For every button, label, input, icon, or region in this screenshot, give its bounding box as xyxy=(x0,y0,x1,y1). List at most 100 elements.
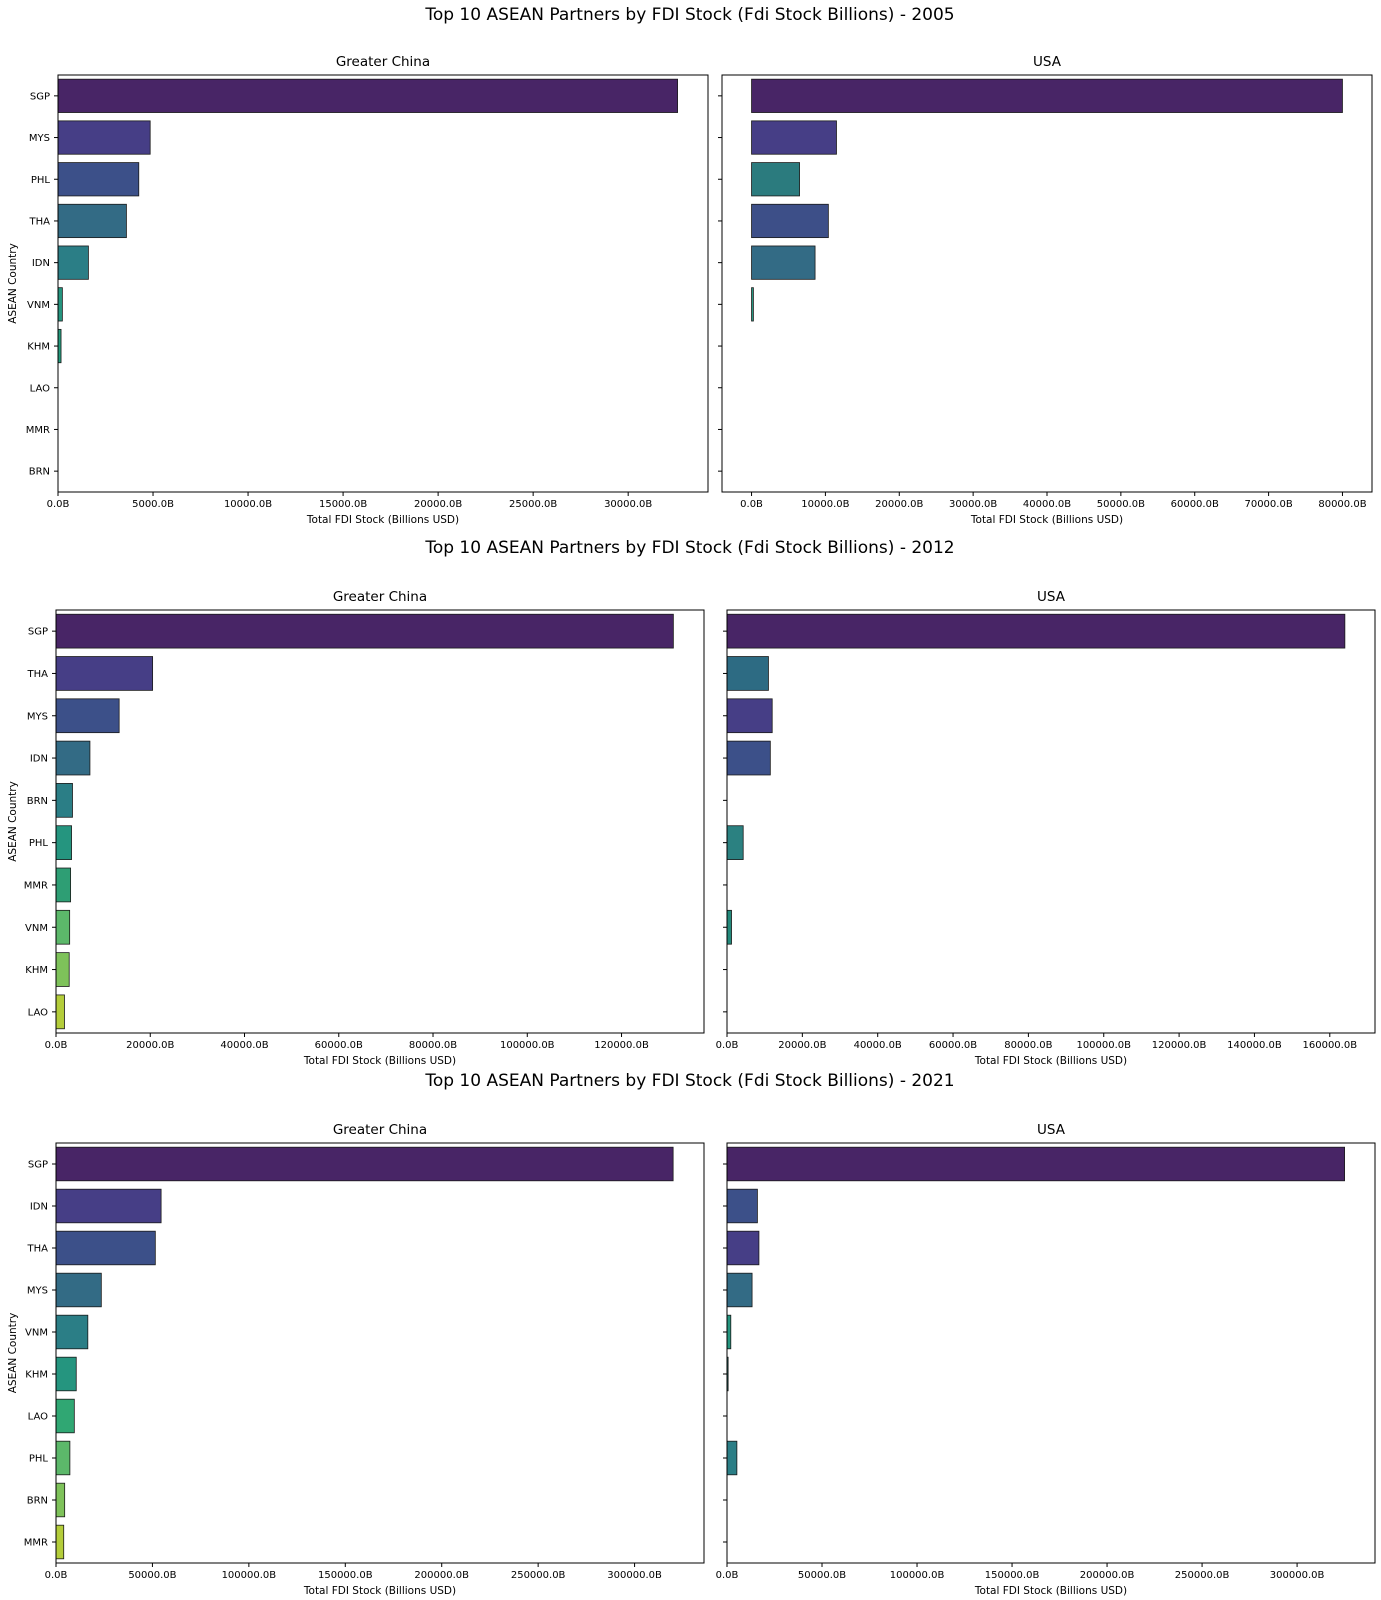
figure-title: Top 10 ASEAN Partners by FDI Stock (Fdi … xyxy=(424,538,954,558)
y-tick-label: MMR xyxy=(24,1538,48,1549)
x-tick-label: 100000.0B xyxy=(890,1570,945,1581)
bar-vnm xyxy=(726,909,732,945)
y-tick-label: VNM xyxy=(25,1328,48,1339)
bar-brn xyxy=(55,783,73,818)
x-tick-label: 30000.0B xyxy=(604,499,652,510)
x-tick-label: 150000.0B xyxy=(318,1570,373,1581)
bar-mys xyxy=(726,698,773,734)
x-tick-label: 60000.0B xyxy=(315,1040,363,1051)
panel-greater-china: Greater China SGP IDN THA MYS VNM KHM LAO PHL BRN… xyxy=(7,1122,705,1597)
x-tick-label: 80000.0B xyxy=(1004,1040,1052,1051)
bar-mmr xyxy=(55,1524,65,1560)
x-tick-label: 50000.0B xyxy=(1097,499,1145,510)
panel-title: USA xyxy=(1037,1122,1066,1138)
x-tick-label: 140000.0B xyxy=(1227,1040,1282,1051)
bar-khm xyxy=(55,1356,77,1392)
y-tick-label: KHM xyxy=(25,965,48,976)
x-tick-label: 0.0B xyxy=(740,499,763,510)
x-tick-label: 300000.0B xyxy=(1270,1570,1325,1581)
y-tick-label: LAO xyxy=(28,1412,48,1423)
x-tick-label: 70000.0B xyxy=(1244,499,1292,510)
y-tick-label: BRN xyxy=(27,1496,48,1507)
bar-phl xyxy=(726,825,744,860)
bar-lao xyxy=(55,1398,75,1434)
x-tick-label: 0.0B xyxy=(47,499,70,510)
bar-phl xyxy=(751,162,800,197)
bar-vnm xyxy=(55,1314,89,1350)
bar-mmr xyxy=(55,867,72,903)
figure-1: Top 10 ASEAN Partners by FDI Stock (Fdi … xyxy=(7,5,1373,526)
panel-usa: USA 0.0B 20000.0B 40000.0B 60000.0B 80000.0B 1… xyxy=(716,589,1376,1067)
x-tick-label: 60000.0B xyxy=(1171,499,1219,510)
y-tick-label: MMR xyxy=(24,880,48,891)
bar-mys xyxy=(726,1272,753,1308)
x-tick-label: 120000.0B xyxy=(1152,1040,1207,1051)
x-tick-label: 20000.0B xyxy=(778,1040,826,1051)
x-tick-label: 50000.0B xyxy=(798,1570,846,1581)
bar-sgp xyxy=(751,78,1343,113)
plot-frame xyxy=(57,74,709,493)
x-tick-label: 250000.0B xyxy=(1175,1570,1230,1581)
x-tick-label: 100000.0B xyxy=(222,1570,277,1581)
x-tick-label: 100000.0B xyxy=(500,1040,555,1051)
x-tick-label: 80000.0B xyxy=(409,1040,457,1051)
x-tick-label: 100000.0B xyxy=(1076,1040,1131,1051)
y-tick-label: IDN xyxy=(30,754,48,765)
x-tick-label: 160000.0B xyxy=(1303,1040,1358,1051)
bar-tha xyxy=(726,1230,760,1266)
y-tick-label: LAO xyxy=(30,383,50,394)
bar-idn xyxy=(55,1188,162,1224)
bar-tha xyxy=(55,656,154,691)
x-axis-label: Total FDI Stock (Billions USD) xyxy=(303,1585,456,1597)
y-tick-label: SGP xyxy=(28,1160,48,1171)
panel-greater-china: Greater China SGP MYS PHL THA IDN VNM KHM LAO MMR… xyxy=(7,54,709,526)
panel-title: Greater China xyxy=(336,54,430,70)
y-tick-label: VNM xyxy=(25,923,48,934)
x-tick-label: 50000.0B xyxy=(128,1570,176,1581)
bar-phl xyxy=(55,1440,71,1476)
bar-khm xyxy=(55,952,70,987)
panel-usa: USA 0.0B 10000.0B 20000.0B 30000.0B 40000.0B 5… xyxy=(718,54,1373,526)
x-tick-label: 20000.0B xyxy=(414,499,462,510)
x-axis-label: Total FDI Stock (Billions USD) xyxy=(974,1055,1127,1067)
y-tick-label: MYS xyxy=(27,1286,48,1297)
x-tick-label: 0.0B xyxy=(45,1040,68,1051)
bar-mys xyxy=(55,698,120,734)
panel-title: Greater China xyxy=(333,1122,427,1138)
x-tick-label: 300000.0B xyxy=(607,1570,662,1581)
x-tick-label: 10000.0B xyxy=(224,499,272,510)
x-tick-label: 20000.0B xyxy=(875,499,923,510)
x-tick-label: 0.0B xyxy=(45,1570,68,1581)
bar-mys xyxy=(57,120,151,155)
y-tick-label: BRN xyxy=(29,467,50,478)
y-tick-label: THA xyxy=(29,216,51,227)
x-tick-label: 40000.0B xyxy=(854,1040,902,1051)
y-tick-label: THA xyxy=(27,669,49,680)
y-tick-label: SGP xyxy=(28,627,48,638)
bar-idn xyxy=(726,740,771,776)
x-axis-label: Total FDI Stock (Billions USD) xyxy=(974,1585,1127,1597)
y-tick-label: VNM xyxy=(27,300,50,311)
y-tick-label: PHL xyxy=(29,1454,49,1465)
figure-title: Top 10 ASEAN Partners by FDI Stock (Fdi … xyxy=(424,1071,954,1091)
x-tick-label: 0.0B xyxy=(716,1570,739,1581)
y-tick-label: KHM xyxy=(27,342,50,353)
panel-title: Greater China xyxy=(333,589,427,605)
bar-phl xyxy=(57,162,140,197)
x-axis-label: Total FDI Stock (Billions USD) xyxy=(303,1055,456,1067)
y-tick-label: BRN xyxy=(27,796,48,807)
plot-frame xyxy=(726,1142,1376,1564)
y-axis-label: ASEAN Country xyxy=(7,243,19,324)
bar-idn xyxy=(751,245,816,280)
bar-lao xyxy=(55,994,65,1030)
x-tick-label: 40000.0B xyxy=(220,1040,268,1051)
bar-idn xyxy=(55,740,91,776)
figure-2: Top 10 ASEAN Partners by FDI Stock (Fdi … xyxy=(7,538,1376,1067)
x-tick-label: 200000.0B xyxy=(414,1570,469,1581)
panel-title: USA xyxy=(1037,589,1066,605)
y-tick-label: MYS xyxy=(27,711,48,722)
y-axis-label: ASEAN Country xyxy=(7,1313,19,1394)
y-tick-label: IDN xyxy=(30,1202,48,1213)
plot-frame xyxy=(726,609,1376,1034)
